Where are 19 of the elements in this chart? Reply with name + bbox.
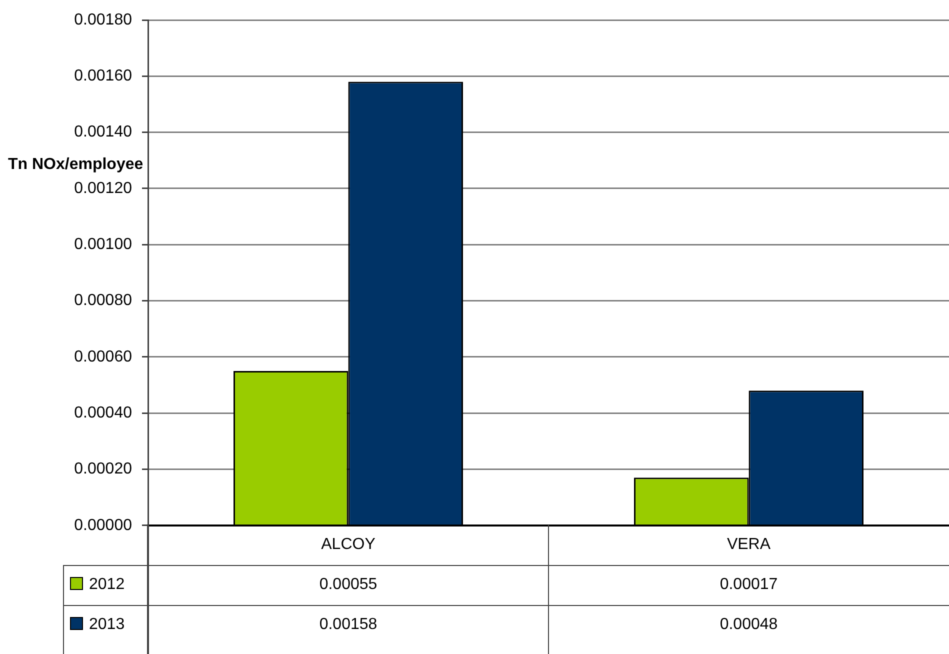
y-tick-label: 0.00160 [74,68,132,85]
y-tick-label: 0.00100 [74,236,132,254]
y-tick-label: 0.00180 [74,11,132,28]
y-tick-label: 0.00060 [74,348,132,366]
data-label: 0.00055 [318,575,378,596]
y-tick-label: 0.00080 [74,292,132,310]
data-label: 0.00017 [718,575,779,596]
y-tick-label: 0.00020 [74,460,132,478]
y-tick-label: 0.00000 [74,516,132,534]
legend-label: 2013 [89,616,125,634]
legend-label: 2012 [89,576,125,594]
x-tick-label: VERA [726,535,772,556]
y-tick-label: 0.00120 [74,180,132,197]
y-tick-label: 0.00140 [74,124,132,141]
data-label: 0.00048 [718,615,779,636]
data-label: 0.00158 [318,615,378,636]
x-tick-label: ALCOY [320,535,376,556]
y-axis-title: Tn NOx/employee [8,155,144,175]
y-tick-label: 0.00040 [74,404,132,422]
